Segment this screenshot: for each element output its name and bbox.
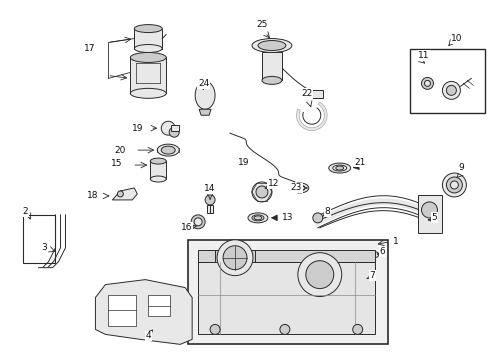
Circle shape — [204, 195, 215, 205]
Ellipse shape — [357, 251, 375, 259]
Bar — [148, 294, 170, 316]
Circle shape — [312, 213, 322, 223]
Circle shape — [297, 253, 341, 297]
Ellipse shape — [262, 76, 281, 84]
Text: 3: 3 — [41, 243, 46, 252]
Text: 2: 2 — [22, 207, 28, 216]
Bar — [408, 49, 484, 113]
Ellipse shape — [157, 144, 179, 156]
Bar — [108, 294, 136, 327]
Ellipse shape — [335, 166, 343, 170]
Bar — [150, 161, 166, 179]
Bar — [130, 58, 166, 93]
Ellipse shape — [130, 88, 166, 98]
Text: 8: 8 — [324, 207, 330, 216]
Bar — [207, 205, 213, 213]
Text: 5: 5 — [430, 213, 436, 222]
Ellipse shape — [328, 163, 350, 173]
Ellipse shape — [134, 45, 162, 53]
Text: 4: 4 — [145, 332, 151, 341]
Polygon shape — [198, 262, 374, 334]
Polygon shape — [95, 280, 192, 345]
Text: 21: 21 — [354, 158, 366, 167]
Bar — [310, 90, 322, 98]
Polygon shape — [215, 250, 254, 262]
Bar — [188, 240, 387, 345]
Bar — [417, 195, 442, 233]
Circle shape — [362, 251, 370, 259]
Ellipse shape — [251, 39, 291, 53]
Bar — [134, 28, 162, 49]
Ellipse shape — [258, 41, 285, 50]
Circle shape — [194, 218, 202, 226]
Circle shape — [442, 173, 466, 197]
Circle shape — [352, 324, 362, 334]
Circle shape — [421, 202, 437, 218]
Circle shape — [210, 324, 220, 334]
Polygon shape — [195, 81, 215, 109]
Circle shape — [305, 261, 333, 289]
Text: 19: 19 — [132, 124, 143, 133]
Circle shape — [117, 191, 123, 197]
Text: 15: 15 — [111, 158, 122, 167]
Text: 17: 17 — [84, 44, 95, 53]
Text: 11: 11 — [417, 51, 428, 60]
Text: 16: 16 — [180, 223, 192, 232]
Circle shape — [169, 127, 179, 137]
Circle shape — [255, 186, 267, 198]
Ellipse shape — [161, 146, 175, 154]
Ellipse shape — [294, 185, 304, 191]
Polygon shape — [112, 188, 137, 200]
Circle shape — [446, 85, 455, 95]
Ellipse shape — [150, 176, 166, 182]
Bar — [22, 215, 55, 263]
Circle shape — [217, 240, 252, 276]
Text: 20: 20 — [114, 145, 125, 154]
Ellipse shape — [130, 53, 166, 62]
Text: 24: 24 — [198, 79, 209, 88]
Circle shape — [251, 182, 271, 202]
Circle shape — [442, 81, 459, 99]
Ellipse shape — [251, 215, 264, 221]
Circle shape — [449, 181, 457, 189]
Circle shape — [191, 215, 204, 229]
Text: 23: 23 — [290, 184, 301, 193]
Circle shape — [223, 246, 246, 270]
Ellipse shape — [290, 183, 308, 193]
Text: 6: 6 — [379, 247, 385, 256]
Circle shape — [358, 271, 364, 276]
Circle shape — [279, 324, 289, 334]
Circle shape — [421, 77, 432, 89]
Polygon shape — [199, 109, 211, 115]
Text: 1: 1 — [392, 237, 398, 246]
Text: 7: 7 — [369, 271, 375, 280]
Bar — [262, 53, 281, 80]
Circle shape — [424, 80, 429, 86]
Text: 25: 25 — [256, 19, 267, 28]
Ellipse shape — [134, 24, 162, 32]
Circle shape — [161, 121, 175, 135]
Ellipse shape — [332, 165, 346, 171]
Text: 19: 19 — [238, 158, 249, 167]
Ellipse shape — [296, 186, 302, 189]
Ellipse shape — [150, 158, 166, 164]
Text: 22: 22 — [301, 89, 312, 98]
Text: 13: 13 — [281, 213, 293, 222]
Text: 9: 9 — [458, 163, 463, 172]
Text: 18: 18 — [87, 192, 98, 201]
Text: 10: 10 — [450, 34, 462, 43]
Ellipse shape — [247, 213, 267, 223]
Bar — [171, 125, 179, 131]
Polygon shape — [198, 250, 374, 262]
Text: 12: 12 — [267, 180, 279, 189]
Ellipse shape — [370, 252, 378, 258]
Text: 14: 14 — [204, 184, 215, 193]
Ellipse shape — [253, 216, 262, 220]
Circle shape — [446, 177, 462, 193]
